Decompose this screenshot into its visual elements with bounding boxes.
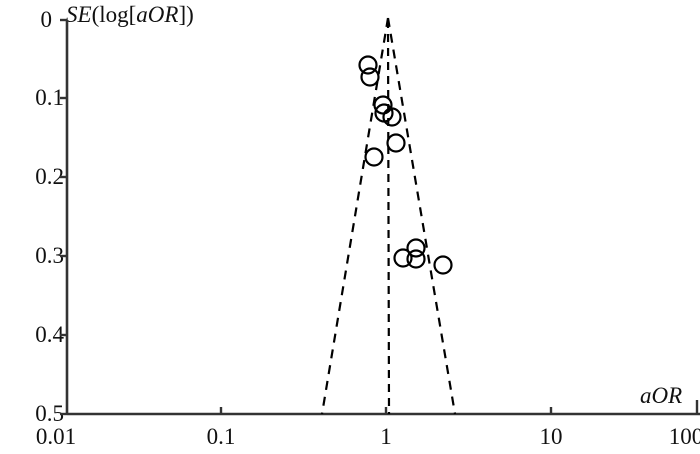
data-point (360, 67, 380, 87)
x-tick-label-10: 10 (539, 424, 563, 449)
funnel-right-boundary (386, 17, 457, 415)
x-tick-label-1: 1 (380, 424, 392, 449)
y-tick-label-0.2: 0.2 (35, 164, 64, 189)
data-point (358, 55, 378, 75)
y-tick-label-0.5: 0.5 (35, 401, 64, 426)
x-axis-ticks (219, 400, 699, 414)
x-tick-label-100: 100 (668, 424, 700, 449)
data-point (406, 238, 426, 258)
y-axis-label: SE(log[aOR]) (66, 2, 194, 28)
x-tick-label-0.01: 0.01 (35, 424, 77, 449)
data-point (386, 133, 406, 153)
y-axis-label-openparen: (log[ (91, 2, 137, 27)
y-axis-label-closeparen: ]) (178, 2, 194, 27)
y-axis-label-se: SE (66, 2, 92, 27)
funnel-center-line (386, 19, 391, 415)
y-tick-label-0.3: 0.3 (35, 243, 64, 268)
data-point (393, 248, 413, 268)
data-point (382, 107, 402, 127)
data-point (433, 255, 453, 275)
y-axis-label-aor: aOR (136, 2, 179, 27)
data-point (364, 147, 384, 167)
y-tick-label-0: 0 (40, 7, 53, 32)
x-axis-label: aOR (640, 383, 683, 408)
data-point (373, 95, 393, 115)
y-tick-label-0.1: 0.1 (35, 85, 64, 110)
y-axis-ticks (60, 18, 67, 416)
funnel-left-boundary (320, 17, 390, 415)
x-tick-label-0.1: 0.1 (206, 424, 236, 449)
data-points-group (358, 55, 453, 275)
y-tick-label-0.4: 0.4 (35, 322, 64, 347)
data-point (406, 249, 426, 269)
